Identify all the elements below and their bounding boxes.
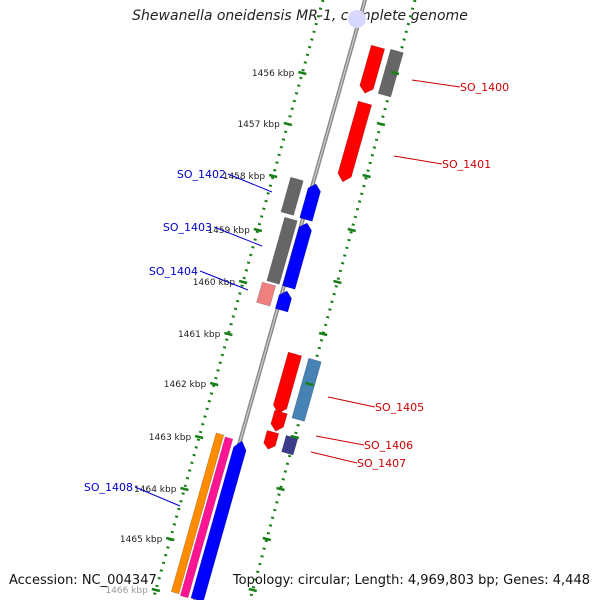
- tick-label: 1457 kbp: [237, 120, 280, 130]
- gene-so-1402-partner: [299, 183, 321, 222]
- tick-label: 1459 kbp: [207, 226, 250, 236]
- gene-so-1408-magenta: [179, 436, 234, 599]
- tick-mark-right: [262, 536, 272, 542]
- gene-so-1404: [256, 281, 277, 307]
- gene-label-leader: [213, 226, 263, 247]
- tick-mark-left: [298, 70, 307, 76]
- tick-layer: 1456 kbp 1457 kbp 1458 kbp 1459 kbp 1460 kbp…: [105, 69, 400, 596]
- gene-so-1403: [266, 216, 298, 285]
- gene-so-1403-partner: [282, 222, 312, 290]
- tick-mark-right: [248, 587, 258, 593]
- gene-label-leader: [411, 79, 461, 88]
- tick-mark-right: [290, 434, 300, 440]
- gene-label: SO_1401: [442, 158, 491, 171]
- gene-label-leader: [134, 486, 181, 507]
- accession-text: Accession: NC_004347: [9, 573, 157, 588]
- gene-label: SO_1405: [375, 401, 424, 414]
- tick-label: 1465 kbp: [120, 535, 163, 545]
- tick-mark-left: [209, 381, 219, 387]
- gene-label: SO_1407: [357, 457, 406, 470]
- gene-so-1406-b: [263, 430, 280, 450]
- tick-mark-right: [305, 381, 314, 387]
- gene-so-1406: [270, 409, 288, 432]
- gene-label-leader: [393, 155, 443, 165]
- gene-so-1402: [280, 176, 304, 216]
- tick-mark-left: [165, 536, 175, 542]
- tick-mark-right: [276, 486, 285, 492]
- gene-label: SO_1406: [364, 439, 413, 452]
- tick-mark-right: [362, 173, 371, 179]
- tick-mark-right: [390, 70, 400, 76]
- tick-label: 1456 kbp: [252, 69, 295, 79]
- tick-mark-right: [347, 227, 357, 233]
- tick-mark-left: [151, 587, 161, 593]
- genome-title: Shewanella oneidensis MR-1, complete gen…: [132, 8, 468, 24]
- gene-so-1401: [337, 100, 373, 183]
- gene-label-leader: [199, 270, 249, 291]
- tick-label: 1462 kbp: [164, 380, 207, 390]
- label-layer: SO_1400 SO_1401 SO_1402 SO_1403 SO_1404 SO_14…: [84, 79, 509, 507]
- tick-label: 1461 kbp: [178, 330, 221, 340]
- tick-mark-left: [238, 279, 248, 285]
- tick-mark-left: [268, 173, 278, 179]
- tick-label: 1458 kbp: [223, 172, 266, 182]
- left-guide-line: [151, 0, 325, 600]
- tick-mark-left: [283, 121, 293, 127]
- gene-label-leader: [227, 173, 273, 193]
- tick-mark-right: [333, 279, 342, 285]
- gene-so-1405: [272, 351, 303, 415]
- tick-mark-left: [194, 434, 204, 440]
- gene-so-1408-orange: [170, 432, 225, 595]
- gene-label-leader: [327, 396, 376, 408]
- tick-mark-right: [318, 331, 328, 337]
- gene-so-1404-partner: [274, 290, 292, 313]
- tick-mark-left: [224, 331, 233, 337]
- gene-so-1400: [359, 44, 386, 94]
- tick-mark-right: [376, 121, 386, 127]
- tick-label: 1464 kbp: [134, 485, 177, 495]
- tick-label: 1466 kbp: [105, 586, 148, 596]
- feature-layer: [170, 44, 404, 600]
- genome-info-text: Topology: circular; Length: 4,969,803 bp…: [232, 573, 590, 588]
- gene-label: SO_1408: [84, 481, 133, 494]
- backbone-end-marker: [348, 10, 366, 28]
- gene-so-1405-partner: [291, 357, 322, 422]
- tick-label: 1460 kbp: [193, 278, 236, 288]
- gene-label: SO_1404: [149, 265, 198, 278]
- tick-mark-left: [180, 486, 189, 492]
- gene-label: SO_1402: [177, 168, 226, 181]
- tick-label: 1463 kbp: [149, 433, 192, 443]
- gene-label-leader: [315, 435, 365, 446]
- gene-label: SO_1400: [460, 81, 509, 94]
- gene-label: SO_1403: [163, 221, 212, 234]
- tick-mark-left: [253, 227, 263, 233]
- gene-label-leader: [310, 451, 358, 464]
